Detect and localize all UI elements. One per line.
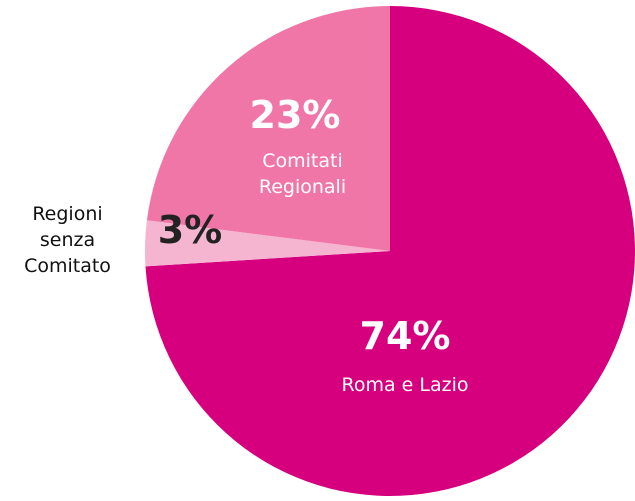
pie-slice (145, 220, 390, 267)
value-label: 74% (359, 314, 451, 358)
value-label: 3% (157, 208, 223, 252)
value-label: 23% (249, 93, 341, 137)
category-label: Roma e Lazio (341, 374, 469, 396)
category-label: Regioni senza Comitato (24, 203, 111, 277)
category-label: Comitati Regionali (258, 150, 347, 198)
pie-slice (145, 6, 635, 496)
pie-slice (146, 6, 390, 251)
